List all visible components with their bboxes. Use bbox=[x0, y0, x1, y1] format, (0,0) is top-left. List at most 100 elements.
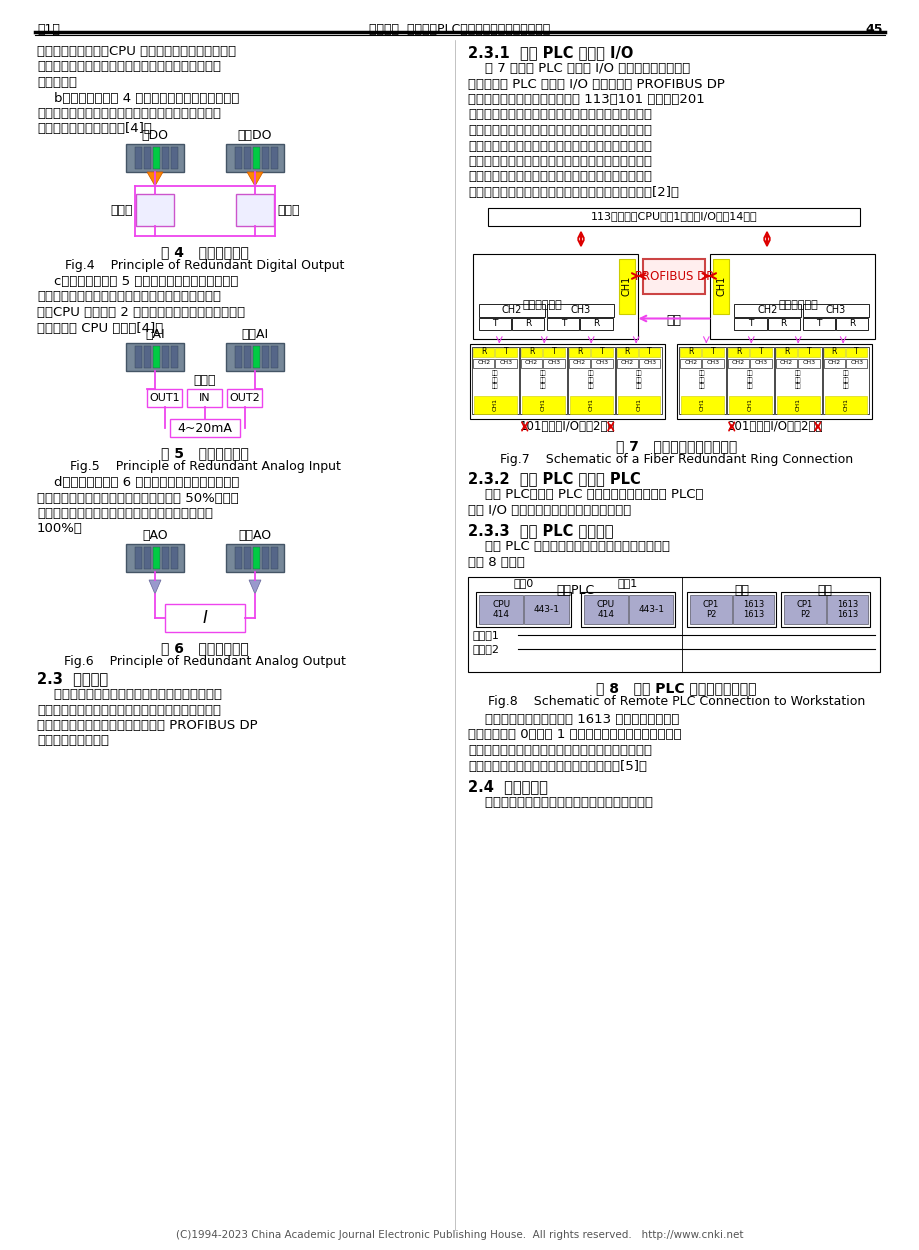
Bar bbox=[495, 359, 516, 368]
Text: 继电器: 继电器 bbox=[110, 204, 133, 216]
Bar bbox=[473, 395, 516, 414]
Text: 所有总线组件来增大通讯系统的可用性，实现网络冗: 所有总线组件来增大通讯系统的可用性，实现网络冗 bbox=[37, 704, 221, 716]
Text: 443-1: 443-1 bbox=[638, 605, 664, 614]
Bar bbox=[543, 359, 564, 368]
Polygon shape bbox=[246, 173, 263, 186]
Text: 图 8   远端 PLC 与工作站连接示意: 图 8 远端 PLC 与工作站连接示意 bbox=[596, 681, 756, 695]
Bar bbox=[234, 548, 242, 569]
Text: CH3: CH3 bbox=[801, 360, 814, 365]
Bar bbox=[170, 419, 240, 437]
Text: 如图 8 所示。: 如图 8 所示。 bbox=[468, 555, 525, 569]
Text: 络会自动切换到另一链路，保证通讯不中断[5]。: 络会自动切换到另一链路，保证通讯不中断[5]。 bbox=[468, 760, 646, 772]
Bar bbox=[226, 544, 284, 572]
Text: 讯功能。故障修复后，网络自动恢复成环形冗余结构[2]。: 讯功能。故障修复后，网络自动恢复成环形冗余结构[2]。 bbox=[468, 186, 678, 199]
Text: 主DO: 主DO bbox=[142, 129, 168, 142]
Text: R: R bbox=[576, 348, 582, 356]
Text: 光纤: 光纤 bbox=[665, 314, 681, 326]
Bar bbox=[171, 548, 177, 569]
Bar bbox=[750, 359, 771, 368]
Bar bbox=[520, 348, 541, 356]
Text: 光电
转换
模块: 光电 转换 模块 bbox=[635, 370, 641, 389]
Bar bbox=[262, 148, 268, 169]
Text: 主模块和冗余模块，CPU 同时读取冗余模块的信号，: 主模块和冗余模块，CPU 同时读取冗余模块的信号， bbox=[37, 45, 236, 58]
Bar bbox=[271, 148, 278, 169]
Bar bbox=[629, 595, 673, 624]
Bar bbox=[845, 348, 867, 356]
Bar bbox=[689, 595, 731, 624]
Bar bbox=[479, 318, 511, 330]
Text: 2.3.1  近端 PLC 与远程 I/O: 2.3.1 近端 PLC 与远程 I/O bbox=[468, 45, 632, 60]
Bar bbox=[798, 348, 819, 356]
Text: 相同型号的光电转换模块。环形冗余环网中单个光电: 相同型号的光电转换模块。环形冗余环网中单个光电 bbox=[468, 155, 652, 168]
Text: R: R bbox=[593, 319, 599, 328]
Text: R: R bbox=[779, 319, 786, 328]
Text: R: R bbox=[624, 348, 630, 356]
Bar bbox=[468, 578, 879, 672]
Text: CH1: CH1 bbox=[493, 398, 497, 411]
Text: CH3: CH3 bbox=[499, 360, 512, 365]
Text: T: T bbox=[560, 319, 565, 328]
Text: CH2: CH2 bbox=[573, 360, 585, 365]
Text: 安全性。冗余的光纤环网必须使用双光纤端口并且是: 安全性。冗余的光纤环网必须使用双光纤端口并且是 bbox=[468, 140, 652, 152]
Text: 图 5   冗余模入原理: 图 5 冗余模入原理 bbox=[161, 446, 249, 460]
Text: CH1: CH1 bbox=[540, 398, 545, 411]
Bar bbox=[616, 359, 638, 368]
Bar bbox=[775, 359, 797, 368]
Bar bbox=[126, 544, 184, 572]
Text: T: T bbox=[551, 348, 556, 356]
Bar bbox=[147, 389, 182, 408]
Text: 113库区冗余CPU站（1个）、I/O站（14个）: 113库区冗余CPU站（1个）、I/O站（14个） bbox=[590, 211, 756, 221]
Bar bbox=[583, 595, 628, 624]
Text: Fig.4    Principle of Redundant Digital Output: Fig.4 Principle of Redundant Digital Out… bbox=[65, 259, 345, 272]
Text: CH3: CH3 bbox=[849, 360, 862, 365]
Text: 式实现开关量的冗余输出[4]。: 式实现开关量的冗余输出[4]。 bbox=[37, 122, 152, 135]
Text: CH2: CH2 bbox=[779, 360, 792, 365]
Text: 块，CPU 同时读取 2 个模块的信号，而有效的信号被: 块，CPU 同时读取 2 个模块的信号，而有效的信号被 bbox=[37, 306, 244, 319]
Bar bbox=[825, 595, 867, 624]
Bar bbox=[727, 359, 748, 368]
Text: 并根据模块有效状态，选择主模块或冗余模块的信号: 并根据模块有效状态，选择主模块或冗余模块的信号 bbox=[37, 60, 221, 74]
Bar bbox=[136, 194, 174, 226]
Text: 选中，并在 CPU 中处理[4]。: 选中，并在 CPU 中处理[4]。 bbox=[37, 321, 163, 335]
Text: R: R bbox=[687, 348, 693, 356]
Bar bbox=[616, 348, 638, 356]
Text: 主AI: 主AI bbox=[145, 328, 165, 341]
Text: 图 7   光纤冗余环网连接示意: 图 7 光纤冗余环网连接示意 bbox=[615, 439, 736, 452]
Bar bbox=[470, 344, 664, 419]
Bar bbox=[479, 595, 523, 624]
Text: CH1: CH1 bbox=[795, 398, 800, 411]
Bar bbox=[801, 304, 868, 316]
Text: 以太网1: 以太网1 bbox=[472, 630, 499, 640]
Bar bbox=[244, 148, 251, 169]
Bar bbox=[171, 148, 177, 169]
Bar bbox=[472, 254, 637, 339]
Text: R: R bbox=[831, 348, 836, 356]
Bar bbox=[679, 348, 700, 356]
Bar bbox=[709, 254, 874, 339]
Text: CH1: CH1 bbox=[716, 276, 726, 296]
Text: I: I bbox=[202, 609, 207, 628]
Text: 测发指挥中心的工作站采用工业控制计算机，包: 测发指挥中心的工作站采用工业控制计算机，包 bbox=[468, 796, 652, 809]
Text: CH1: CH1 bbox=[843, 398, 847, 411]
Bar bbox=[144, 148, 151, 169]
Text: T: T bbox=[758, 348, 763, 356]
Text: R: R bbox=[783, 348, 789, 356]
Bar bbox=[244, 346, 251, 368]
Text: 冗余AO: 冗余AO bbox=[238, 529, 271, 542]
Text: 张雷杰等  基于冗余PLC低温加注集散控制系统研究: 张雷杰等 基于冗余PLC低温加注集散控制系统研究 bbox=[369, 22, 550, 36]
Bar bbox=[472, 359, 494, 368]
Text: CH2: CH2 bbox=[525, 360, 538, 365]
Text: CH1: CH1 bbox=[699, 398, 704, 411]
Bar bbox=[750, 348, 771, 356]
Bar bbox=[728, 395, 771, 414]
Bar bbox=[845, 359, 867, 368]
Text: 过单入双出模拟量隔离栅后分别接入主模块和冗余模: 过单入双出模拟量隔离栅后分别接入主模块和冗余模 bbox=[37, 290, 221, 304]
Text: 201塔冗余I/O站（2个）: 201塔冗余I/O站（2个） bbox=[726, 420, 822, 434]
Text: 辅控: 辅控 bbox=[816, 584, 831, 598]
Text: IN: IN bbox=[199, 392, 210, 402]
Bar bbox=[678, 346, 725, 414]
Text: 个模块发生故障时，互为冗余模块输出为控制值的: 个模块发生故障时，互为冗余模块输出为控制值的 bbox=[37, 508, 213, 520]
Bar bbox=[618, 259, 634, 314]
Bar bbox=[227, 389, 262, 408]
Bar bbox=[162, 148, 169, 169]
